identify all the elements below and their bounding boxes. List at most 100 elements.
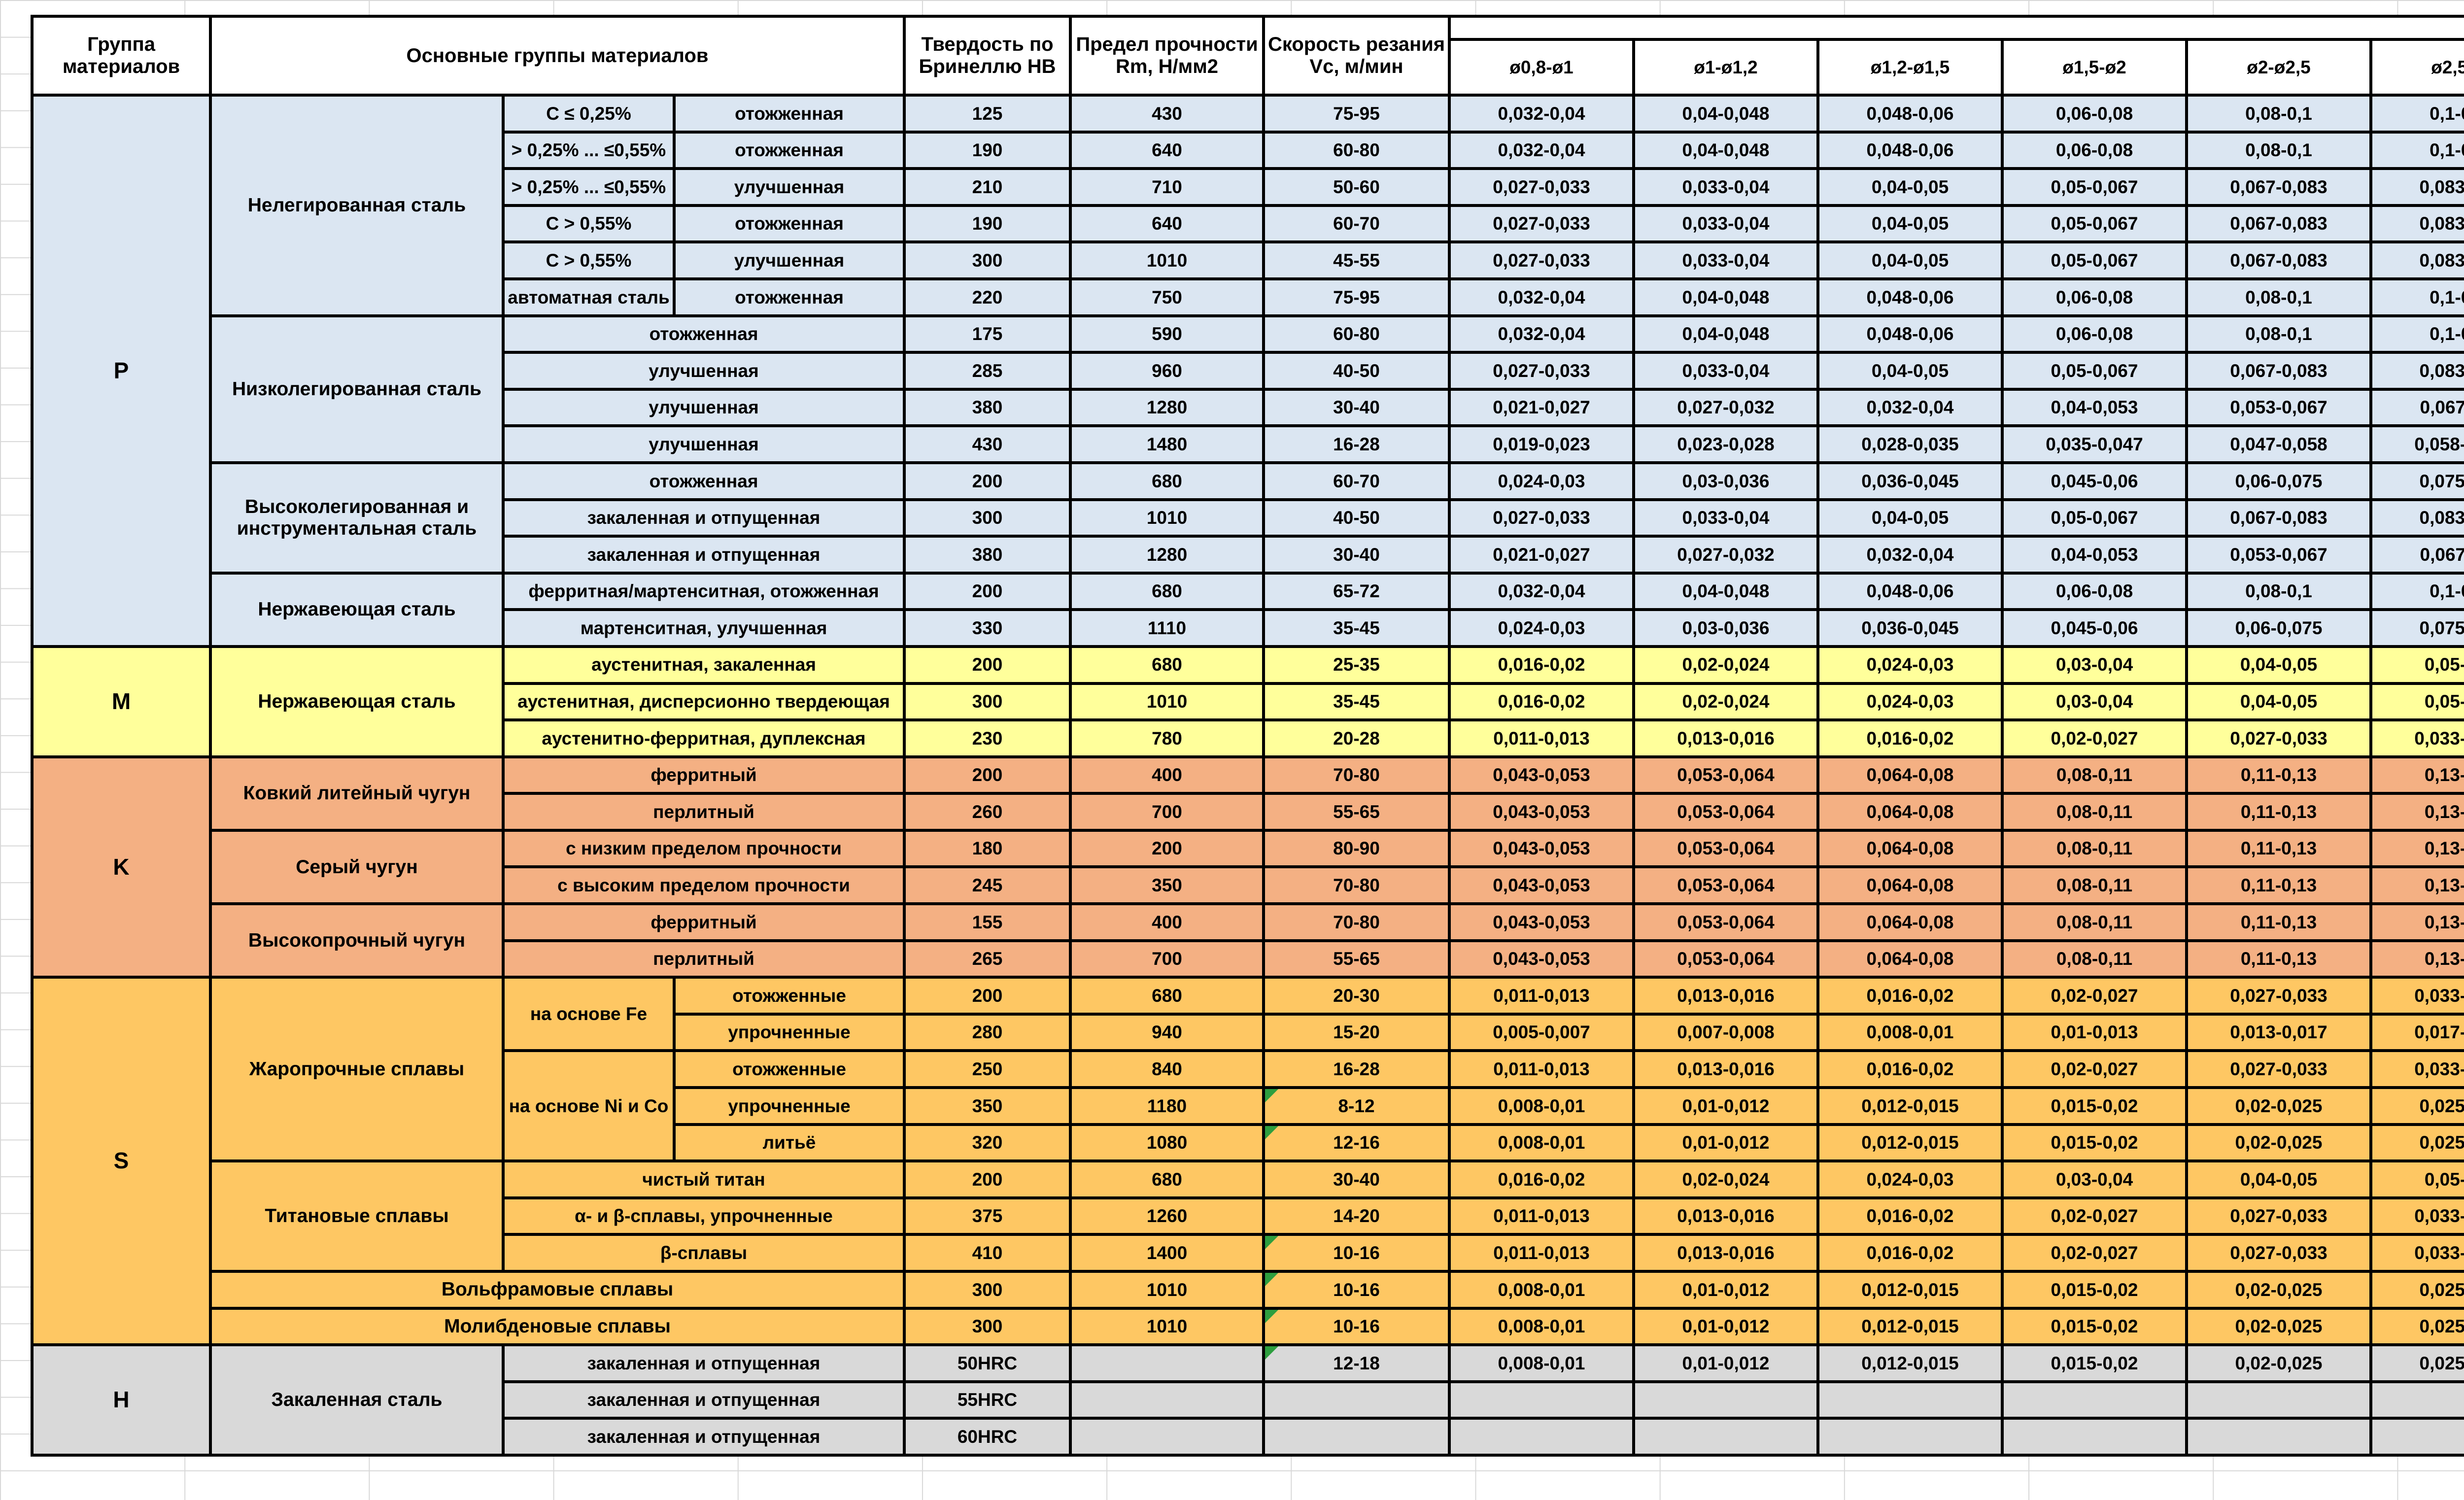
group-letter[interactable]: P [32, 95, 210, 647]
feed-value[interactable]: 0,033-0,04 [1634, 205, 1818, 242]
feed-value[interactable]: 0,08-0,1 [2187, 132, 2371, 169]
feed-value[interactable]: 0,027-0,033 [2187, 720, 2371, 757]
feed-value[interactable]: 0,013-0,016 [1634, 1234, 1818, 1271]
feed-value[interactable]: 0,04-0,05 [2187, 646, 2371, 683]
feed-value[interactable]: 0,053-0,064 [1634, 756, 1818, 794]
vc-value[interactable]: 16-28 [1264, 1051, 1449, 1088]
rm-value[interactable]: 940 [1070, 1014, 1264, 1051]
feed-value[interactable]: 0,033-0,04 [1634, 352, 1818, 389]
feed-value[interactable]: 0,015-0,02 [2002, 1345, 2187, 1382]
material-state[interactable]: отожженные [674, 977, 904, 1014]
material-name[interactable]: Серый чугун [210, 830, 503, 904]
hb-value[interactable]: 265 [904, 940, 1070, 978]
rm-value[interactable]: 1280 [1070, 536, 1264, 573]
vc-value[interactable]: 10-16 [1264, 1271, 1449, 1308]
material-name[interactable]: Высокопрочный чугун [210, 904, 503, 978]
vc-value[interactable]: 14-20 [1264, 1197, 1449, 1235]
feed-value[interactable]: 0,024-0,03 [1449, 462, 1634, 500]
vc-value[interactable]: 60-70 [1264, 205, 1449, 242]
feed-value[interactable]: 0,008-0,01 [1449, 1345, 1634, 1382]
hb-value[interactable]: 245 [904, 867, 1070, 904]
header-diameter[interactable]: ø0,8-ø1 [1449, 39, 1634, 95]
material-state[interactable]: отожженная [503, 315, 904, 353]
feed-value[interactable]: 0,011-0,013 [1449, 720, 1634, 757]
feed-value[interactable]: 0,05-0,08 [2371, 646, 2464, 683]
feed-value[interactable]: 0,043-0,053 [1449, 904, 1634, 941]
feed-value[interactable]: 0,013-0,017 [2187, 1014, 2371, 1051]
vc-value[interactable]: 75-95 [1264, 95, 1449, 132]
material-state[interactable]: улучшенная [674, 169, 904, 205]
feed-value[interactable] [1818, 1381, 2002, 1419]
feed-value[interactable]: 0,02-0,025 [2187, 1271, 2371, 1308]
hb-value[interactable]: 155 [904, 904, 1070, 941]
feed-value[interactable]: 0,043-0,053 [1449, 830, 1634, 867]
rm-value[interactable]: 680 [1070, 977, 1264, 1014]
material-name[interactable]: Нержавеющая сталь [210, 646, 503, 757]
feed-value[interactable]: 0,04-0,05 [1818, 205, 2002, 242]
vc-value[interactable]: 10-16 [1264, 1234, 1449, 1271]
material-name[interactable]: Нелегированная сталь [210, 95, 503, 316]
material-basis[interactable]: на основе Ni и Co [503, 1051, 674, 1161]
hb-value[interactable]: 300 [904, 1271, 1070, 1308]
feed-value[interactable]: 0,032-0,04 [1449, 95, 1634, 132]
feed-value[interactable]: 0,048-0,06 [1818, 95, 2002, 132]
feed-value[interactable]: 0,04-0,048 [1634, 278, 1818, 316]
feed-value[interactable]: 0,13-0,21 [2371, 793, 2464, 830]
feed-value[interactable]: 0,013-0,016 [1634, 720, 1818, 757]
feed-value[interactable] [2371, 1381, 2464, 1419]
feed-value[interactable]: 0,053-0,064 [1634, 904, 1818, 941]
feed-value[interactable]: 0,005-0,007 [1449, 1014, 1634, 1051]
header-diameter[interactable]: ø2,5-ø4 [2371, 39, 2464, 95]
feed-value[interactable]: 0,025-0,04 [2371, 1308, 2464, 1345]
material-state[interactable]: отожженная [674, 95, 904, 132]
hb-value[interactable]: 60HRC [904, 1418, 1070, 1455]
material-state[interactable]: закаленная и отпущенная [503, 1418, 904, 1455]
vc-value[interactable]: 30-40 [1264, 1161, 1449, 1198]
rm-value[interactable]: 1480 [1070, 426, 1264, 463]
feed-value[interactable]: 0,1-0,16 [2371, 278, 2464, 316]
hb-value[interactable]: 410 [904, 1234, 1070, 1271]
vc-value[interactable] [1264, 1381, 1449, 1419]
material-state[interactable]: отожженные [674, 1051, 904, 1088]
hb-value[interactable]: 300 [904, 683, 1070, 720]
feed-value[interactable]: 0,08-0,11 [2002, 830, 2187, 867]
material-state[interactable]: упрочненные [674, 1088, 904, 1125]
hb-value[interactable]: 300 [904, 1308, 1070, 1345]
rm-value[interactable]: 1010 [1070, 1271, 1264, 1308]
material-name[interactable]: Титановые сплавы [210, 1161, 503, 1271]
feed-value[interactable]: 0,08-0,11 [2002, 756, 2187, 794]
feed-value[interactable]: 0,025-0,04 [2371, 1088, 2464, 1125]
material-name[interactable]: Нержавеющая сталь [210, 573, 503, 647]
rm-value[interactable]: 1080 [1070, 1124, 1264, 1161]
group-letter[interactable]: K [32, 756, 210, 978]
feed-value[interactable]: 0,02-0,027 [2002, 977, 2187, 1014]
feed-value[interactable]: 0,067-0,083 [2187, 499, 2371, 537]
feed-value[interactable]: 0,011-0,013 [1449, 977, 1634, 1014]
feed-value[interactable]: 0,058-0,093 [2371, 426, 2464, 463]
material-state[interactable]: закаленная и отпущенная [503, 1345, 904, 1382]
feed-value[interactable]: 0,08-0,1 [2187, 95, 2371, 132]
material-state[interactable]: чистый титан [503, 1161, 904, 1198]
feed-value[interactable]: 0,016-0,02 [1449, 1161, 1634, 1198]
material-state[interactable]: улучшенная [503, 389, 904, 426]
feed-value[interactable]: 0,033-0,053 [2371, 720, 2464, 757]
feed-value[interactable]: 0,047-0,058 [2187, 426, 2371, 463]
vc-value[interactable]: 70-80 [1264, 867, 1449, 904]
material-state[interactable]: аустенитная, закаленная [503, 646, 904, 683]
feed-value[interactable]: 0,1-0,16 [2371, 315, 2464, 353]
feed-value[interactable]: 0,015-0,02 [2002, 1088, 2187, 1125]
vc-value[interactable]: 10-16 [1264, 1308, 1449, 1345]
feed-value[interactable]: 0,015-0,02 [2002, 1308, 2187, 1345]
vc-value[interactable]: 75-95 [1264, 278, 1449, 316]
feed-value[interactable]: 0,027-0,033 [2187, 977, 2371, 1014]
feed-value[interactable]: 0,11-0,13 [2187, 904, 2371, 941]
feed-value[interactable]: 0,11-0,13 [2187, 940, 2371, 978]
feed-value[interactable]: 0,011-0,013 [1449, 1051, 1634, 1088]
material-subgroup[interactable]: C ≤ 0,25% [503, 95, 674, 132]
feed-value[interactable]: 0,13-0,21 [2371, 756, 2464, 794]
feed-value[interactable]: 0,067-0,11 [2371, 389, 2464, 426]
feed-value[interactable]: 0,01-0,012 [1634, 1124, 1818, 1161]
feed-value[interactable]: 0,03-0,04 [2002, 1161, 2187, 1198]
feed-value[interactable] [2371, 1418, 2464, 1455]
feed-value[interactable]: 0,011-0,013 [1449, 1234, 1634, 1271]
